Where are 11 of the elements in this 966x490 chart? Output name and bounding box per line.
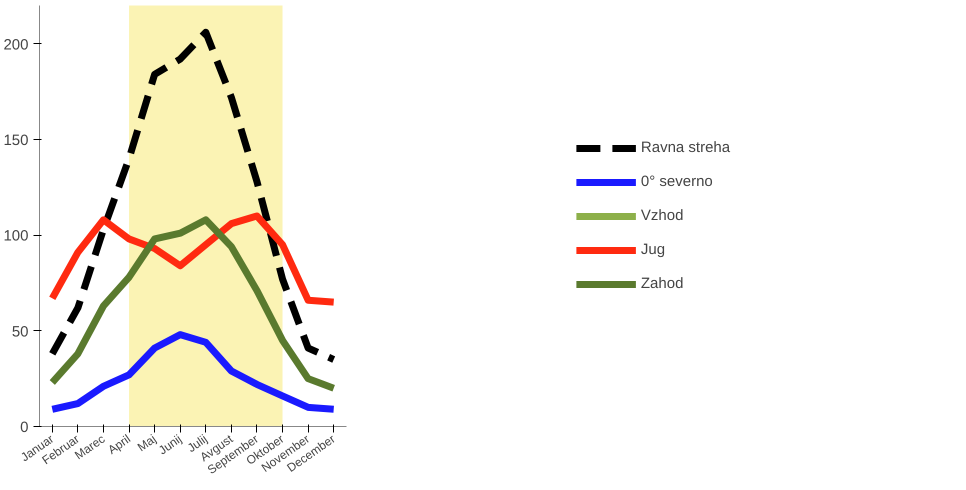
y-tick-label: 100 (3, 228, 29, 245)
legend-label: Ravna streha (640, 139, 730, 156)
x-tick-label: Maj (134, 432, 159, 454)
y-tick-label: 200 (3, 36, 29, 54)
y-tick-label: 50 (12, 323, 29, 340)
legend-label: Vzhod (640, 207, 684, 224)
legend-label: 0° severno (640, 173, 713, 190)
y-tick-label: 0 (20, 419, 28, 436)
legend-label: Zahod (640, 275, 684, 292)
y-tick-label: 150 (3, 132, 29, 149)
legend-label: Jug (640, 241, 666, 258)
